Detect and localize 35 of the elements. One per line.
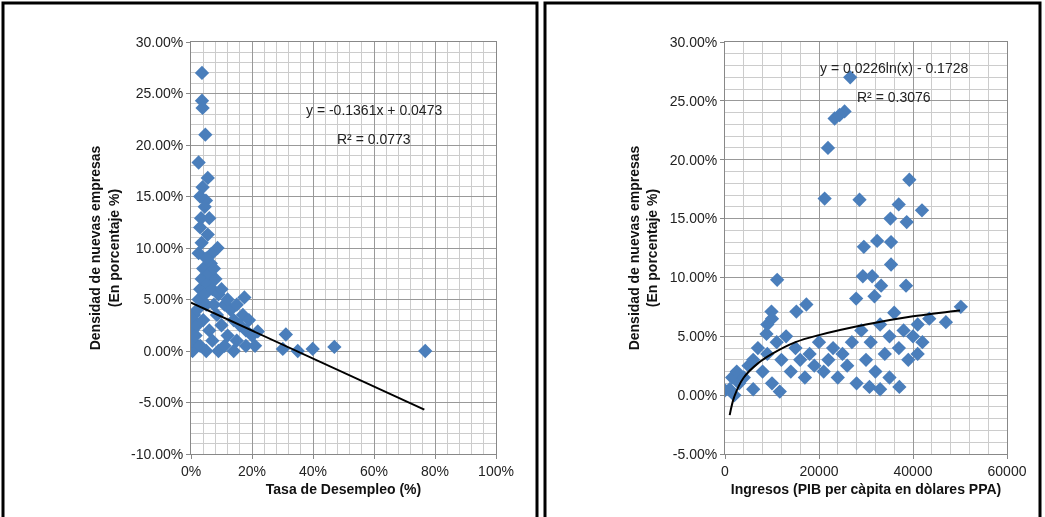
y-axis-title: Densidad de nuevas empresas (En porcentaje %): [87, 145, 122, 351]
annotation: R² = 0.3076: [857, 89, 931, 105]
y-tick-label: 15.00%: [669, 210, 718, 227]
x-tick-label: 60000: [987, 462, 1027, 479]
x-tick-label: 80%: [420, 462, 450, 479]
y-tick-label: 10.00%: [135, 239, 184, 256]
x-tick-label: 100%: [478, 462, 514, 479]
y-tick-label: 20.00%: [669, 151, 718, 168]
x-tick-label: 0: [721, 462, 730, 479]
y-tick-label: -5.00%: [138, 394, 184, 411]
y-axis-title: Densidad de nuevas empresas (En porcentaje %): [626, 145, 661, 351]
y-tick-label: 25.00%: [135, 85, 184, 102]
x-tick-label: 40000: [893, 462, 933, 479]
y-tick-label: 0.00%: [677, 387, 718, 404]
y-tick-label: 0.00%: [143, 342, 184, 359]
x-tick-label: 20%: [237, 462, 267, 479]
y-tick-label: 10.00%: [669, 269, 718, 286]
annotation: R² = 0.0773: [337, 131, 411, 147]
y-tick-label: 30.00%: [669, 33, 718, 50]
annotation: y = -0.1361x + 0.0473: [306, 102, 443, 118]
x-axis-title: Tasa de Desempleo (%): [265, 481, 422, 498]
y-tick-label: -5.00%: [672, 445, 718, 462]
y-tick-label: -10.00%: [131, 445, 184, 462]
x-tick-label: 0%: [180, 462, 202, 479]
x-tick-label: 60%: [359, 462, 389, 479]
y-tick-label: 20.00%: [135, 136, 184, 153]
y-tick-label: 15.00%: [135, 188, 184, 205]
y-tick-label: 30.00%: [135, 33, 184, 50]
annotation: y = 0.0226ln(x) - 0.1728: [820, 60, 969, 76]
x-tick-label: 40%: [298, 462, 328, 479]
y-tick-label: 25.00%: [669, 92, 718, 109]
x-tick-label: 20000: [799, 462, 839, 479]
x-axis-title: Ingresos (PIB per càpita en dòlares PPA): [730, 481, 1002, 498]
y-tick-label: 5.00%: [677, 328, 718, 345]
y-tick-label: 5.00%: [143, 291, 184, 308]
